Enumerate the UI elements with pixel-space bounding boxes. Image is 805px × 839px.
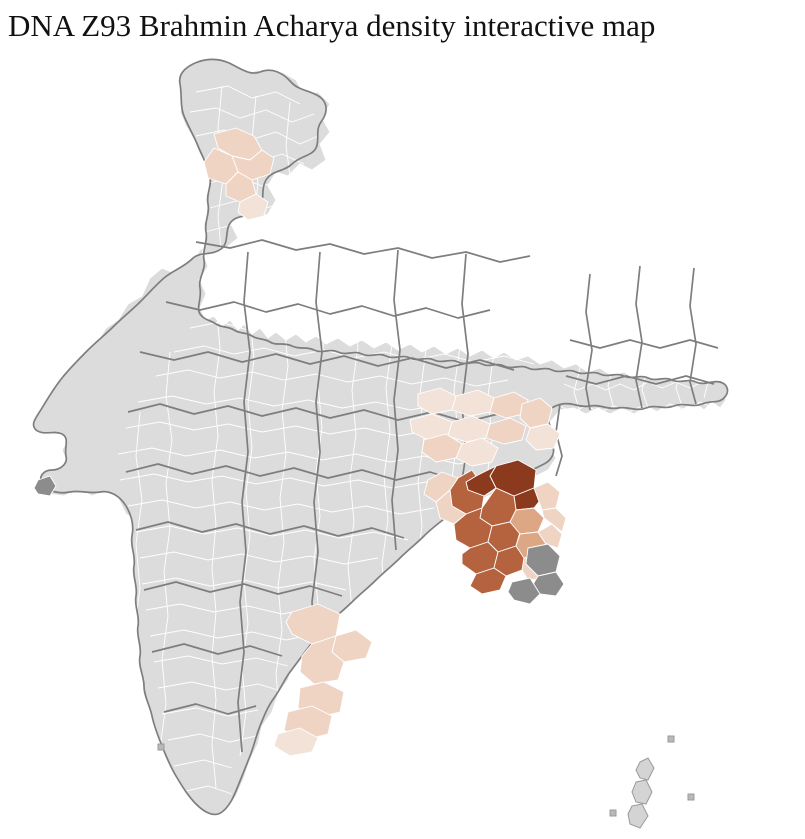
- district-jharkhand-nw[interactable]: [423, 471, 459, 503]
- district-nodata-bengal-coast-3[interactable]: [507, 577, 541, 605]
- district-wb-mid[interactable]: [541, 507, 567, 533]
- district-bihar-5[interactable]: [485, 417, 527, 445]
- district-kashmir-valley-5[interactable]: [237, 193, 269, 221]
- district-wb-north[interactable]: [525, 423, 561, 451]
- state-border-lines: [32, 58, 729, 816]
- island-andaman-middle[interactable]: [631, 779, 653, 805]
- island-group[interactable]: [157, 735, 695, 839]
- india-choropleth-map[interactable]: [0, 52, 805, 839]
- island-lakshadweep-dot[interactable]: [157, 743, 165, 751]
- district-tn-north-3[interactable]: [273, 727, 319, 757]
- district-wb-north2[interactable]: [533, 481, 561, 511]
- island-dot-1[interactable]: [667, 735, 675, 743]
- map-canvas[interactable]: [0, 52, 805, 839]
- district-andhra-south[interactable]: [299, 635, 345, 685]
- district-border-mesh: [117, 85, 715, 795]
- island-andaman-south[interactable]: [627, 803, 649, 829]
- district-nodata-gujarat-kutch[interactable]: [33, 475, 57, 497]
- island-andaman-north[interactable]: [635, 757, 655, 781]
- island-dot-2[interactable]: [687, 793, 695, 801]
- nodata-districts[interactable]: [33, 475, 565, 605]
- district-odisha-south[interactable]: [469, 567, 507, 595]
- district-wb-east[interactable]: [537, 523, 563, 549]
- island-dot-3[interactable]: [609, 809, 617, 817]
- highlight-group-kashmir[interactable]: [203, 127, 275, 221]
- district-bihar-7[interactable]: [455, 437, 499, 467]
- page-title: DNA Z93 Brahmin Acharya density interact…: [8, 8, 656, 43]
- highlight-group-south[interactable]: [273, 603, 373, 757]
- highlight-group-bihar-up[interactable]: [409, 387, 561, 467]
- highlight-group-eastern-hotspot[interactable]: [423, 459, 567, 595]
